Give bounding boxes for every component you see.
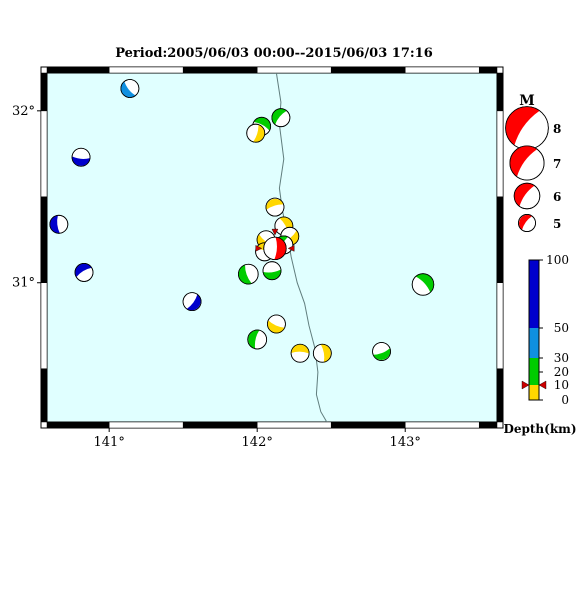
colorbar-tick-label: 30 <box>554 351 569 365</box>
colorbar-segment <box>529 358 539 372</box>
focal-mechanisms <box>49 79 435 363</box>
focal-mechanism <box>411 273 435 296</box>
magnitude-legend-label: 6 <box>553 190 561 204</box>
magnitude-legend-ball <box>505 106 549 150</box>
colorbar-tick-label: 100 <box>546 253 569 267</box>
focal-mechanism <box>182 292 202 312</box>
trench-line <box>275 72 328 423</box>
magnitude-legend-ball <box>509 145 545 181</box>
colorbar-segment <box>529 385 539 400</box>
focal-mechanism <box>263 236 287 261</box>
colorbar-segment <box>529 328 539 358</box>
magnitude-legend: M 8 7 6 5 <box>505 93 561 232</box>
focal-mechanism <box>312 343 332 363</box>
focal-mechanism <box>247 329 268 350</box>
highlight-marker <box>271 228 279 236</box>
colorbar-marker-left <box>521 380 530 390</box>
highlight-marker <box>287 245 295 252</box>
lon-tick-label: 141° <box>94 435 125 450</box>
highlight-marker <box>255 245 263 252</box>
colorbar-tick-label: 50 <box>554 321 569 335</box>
map-axis-ticks: 141° 142° 143° 32° 31° <box>12 104 421 450</box>
focal-mechanism <box>74 263 94 282</box>
focal-mechanism <box>290 343 310 363</box>
colorbar-segment <box>529 372 539 385</box>
colorbar-marker-right <box>538 380 547 390</box>
lon-tick-label: 143° <box>390 435 421 450</box>
colorbar-tick-label: 20 <box>554 365 569 379</box>
lat-tick-label: 32° <box>12 104 35 119</box>
magnitude-legend-ball <box>513 182 541 210</box>
focal-mechanism <box>246 123 266 143</box>
colorbar-segment <box>529 260 539 328</box>
focal-mechanism <box>120 79 140 98</box>
magnitude-legend-label: 7 <box>553 157 561 171</box>
magnitude-legend-ball <box>518 214 536 232</box>
focal-mechanism <box>238 263 259 285</box>
focal-mechanism <box>71 147 91 167</box>
focal-mechanism <box>262 261 282 281</box>
focal-mechanism <box>265 197 285 217</box>
focal-mechanism <box>267 314 286 334</box>
map-frame <box>40 66 504 429</box>
depth-colorbar-title: Depth(km) <box>503 422 576 436</box>
magnitude-legend-label: 8 <box>553 122 561 136</box>
focal-mechanism <box>372 342 391 361</box>
colorbar-tick-label: 0 <box>561 393 569 407</box>
lon-tick-label: 142° <box>242 435 273 450</box>
lat-tick-label: 31° <box>12 276 35 291</box>
focal-mechanism <box>271 108 291 128</box>
magnitude-legend-title: M <box>519 93 535 109</box>
map-title: Period:2005/06/03 00:00--2015/06/03 17:1… <box>115 46 433 61</box>
focal-mechanism <box>49 214 69 234</box>
colorbar-tick-label: 10 <box>554 378 569 392</box>
magnitude-legend-label: 5 <box>553 217 561 231</box>
